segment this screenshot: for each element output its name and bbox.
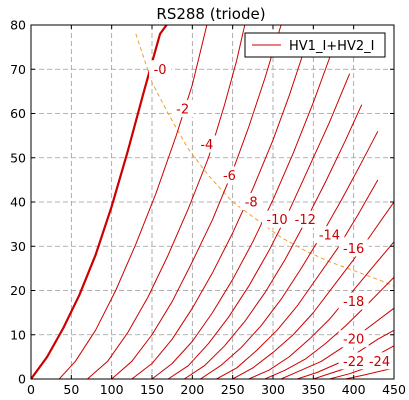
curve-label: -18: [343, 295, 364, 310]
y-tick-label: 60: [10, 106, 26, 121]
x-tick-label: 150: [140, 382, 164, 397]
x-tick-label: 350: [301, 382, 325, 397]
curve-label: -12: [295, 213, 316, 228]
y-tick-label: 70: [10, 62, 26, 77]
curve-line: [280, 307, 394, 379]
curve-line: [87, 25, 246, 379]
y-tick-label: 50: [10, 150, 26, 165]
legend-label: HV1_I+HV2_I: [289, 39, 374, 54]
y-tick-label: 40: [10, 195, 26, 210]
power-limit-curve: [135, 33, 395, 287]
y-tick-label: 20: [10, 283, 26, 298]
curve-label-bg: [338, 239, 369, 257]
curve-label: -22: [343, 355, 364, 370]
curve-label-bg: [338, 330, 369, 348]
y-tick-label: 30: [10, 239, 26, 254]
curve-line: [183, 104, 363, 379]
curve-line: [131, 46, 306, 379]
x-tick-label: 300: [261, 382, 285, 397]
curve-label: -4: [200, 138, 213, 153]
curve-label-bg: [218, 166, 241, 184]
curve-label: -24: [369, 355, 390, 370]
curve-label: -8: [245, 196, 258, 211]
curve-label-bg: [149, 60, 172, 78]
curve-label-bg: [364, 352, 395, 370]
curve-label-bg: [240, 193, 263, 210]
curve-label: -0: [154, 63, 167, 78]
x-tick-label: 450: [382, 382, 406, 397]
chart-title: RS288 (triode): [156, 5, 265, 23]
curve-label-bg: [314, 226, 345, 244]
curve-label: -2: [176, 103, 189, 118]
curve-line: [345, 367, 394, 379]
curve-label-bg: [171, 100, 194, 118]
curve-label: -20: [343, 333, 364, 348]
curve-labels: -0 -2 -4 -6 -8 -10 -12-14-16 -18 -20 -22 -24: [149, 60, 395, 370]
x-tick-label: 0: [27, 382, 35, 397]
curve-label-bg: [290, 210, 321, 228]
axis-ticks: 0 50 100 150 200 250 300 350 400 450 0 10 20 30 40 50 60…: [10, 18, 406, 398]
x-tick-label: 50: [63, 382, 79, 397]
y-tick-label: 10: [10, 327, 26, 342]
curve-line: [216, 179, 379, 379]
legend: HV1_I+HV2_I: [244, 32, 386, 58]
curve-line: [248, 241, 394, 379]
curve-label-bg: [338, 352, 369, 370]
x-tick-label: 400: [342, 382, 366, 397]
x-tick-label: 200: [180, 382, 204, 397]
power-limit-line: [135, 33, 395, 287]
grid: [31, 25, 394, 379]
curve-line: [200, 130, 379, 379]
x-tick-label: 250: [221, 382, 245, 397]
y-tick-label: 80: [10, 18, 26, 33]
curves: [31, 25, 394, 379]
curve-line: [167, 73, 351, 379]
curve-label: -16: [343, 242, 364, 257]
x-tick-label: 100: [100, 382, 124, 397]
curve-line: [151, 46, 334, 379]
curve-label: -10: [266, 213, 287, 228]
curve-label-bg: [338, 292, 369, 310]
curve-label: -6: [223, 169, 236, 184]
y-tick-label: 0: [18, 372, 26, 387]
curve-label-bg: [195, 135, 218, 153]
curve-label: -14: [319, 229, 340, 244]
curve-line: [111, 25, 282, 379]
legend-box: [244, 32, 386, 58]
curve-label-bg: [262, 210, 293, 228]
